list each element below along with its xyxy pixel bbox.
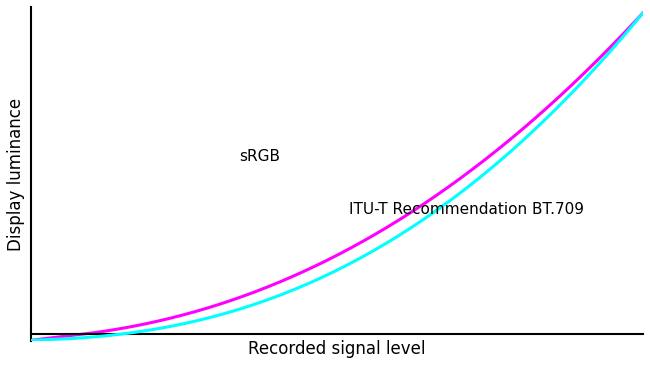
Y-axis label: Display luminance: Display luminance [7,97,25,251]
Text: sRGB: sRGB [239,149,280,164]
Text: ITU-T Recommendation BT.709: ITU-T Recommendation BT.709 [349,202,584,217]
X-axis label: Recorded signal level: Recorded signal level [248,340,426,358]
